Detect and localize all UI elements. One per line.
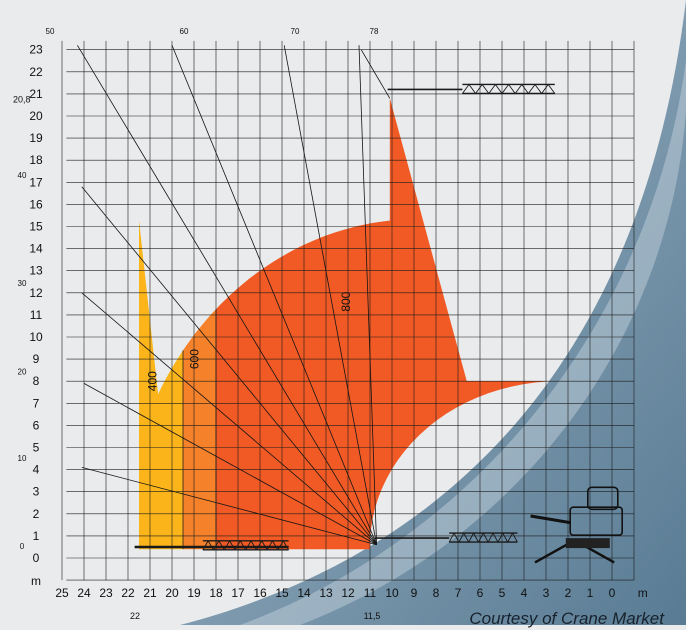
x-tick-label: 22 — [121, 586, 135, 600]
y-unit-label: m — [31, 574, 41, 588]
background-wave — [180, 0, 686, 625]
y-tick-label: 12 — [29, 286, 43, 300]
crane-base — [565, 538, 610, 549]
y-tick-label: 19 — [29, 131, 43, 145]
x-tick-label: 3 — [543, 586, 550, 600]
background-wave-light — [240, 60, 686, 625]
x-tick-label: 14 — [297, 586, 311, 600]
angle-label: 70 — [291, 27, 300, 36]
boom-angle-line — [171, 45, 377, 545]
crane-arm — [530, 514, 571, 525]
crane-cab-window — [586, 486, 619, 511]
x-tick-label: 5 — [499, 586, 506, 600]
boom-angle-line — [81, 292, 377, 546]
x-tick-label: 7 — [455, 586, 462, 600]
x-tick-label: 8 — [433, 586, 440, 600]
boom-truss-top — [462, 83, 556, 95]
y-tick-label: 2 — [33, 507, 40, 521]
angle-label: 20 — [18, 368, 27, 377]
boom-angle-line — [358, 45, 377, 545]
x-tick-label: 16 — [253, 586, 267, 600]
y-tick-label: 15 — [29, 220, 43, 234]
y-tick-label: 11 — [30, 308, 43, 322]
boom-angle-line — [83, 383, 377, 546]
zone-800 — [216, 98, 560, 550]
x-tick-label: 25 — [55, 586, 69, 600]
angle-label: 10 — [18, 454, 27, 463]
x-tick-label: 4 — [521, 586, 528, 600]
x-tick-label: 9 — [411, 586, 418, 600]
x-tick-label: 12 — [341, 586, 355, 600]
y-tick-label: 14 — [29, 242, 43, 256]
boom-angle-line — [77, 45, 377, 545]
max-height-label: 20,8 — [13, 94, 31, 104]
y-tick-label: 9 — [33, 352, 40, 366]
angle-label: 60 — [180, 27, 189, 36]
zone-800-label: 800 — [339, 291, 353, 311]
y-tick-label: 7 — [33, 396, 40, 410]
x-tick-label: 23 — [99, 586, 113, 600]
x-unit-label: m — [638, 586, 648, 600]
x-tick-label: 11 — [364, 586, 377, 600]
x-tick-label: 10 — [385, 586, 399, 600]
angle-label: 40 — [18, 171, 27, 180]
y-tick-label: 16 — [29, 197, 43, 211]
boom-angle-line — [283, 45, 377, 545]
x-tick-label: 2 — [565, 586, 572, 600]
max-radius-label: 22 — [130, 611, 140, 621]
y-tick-label: 4 — [33, 463, 40, 477]
x-tick-label: 18 — [209, 586, 223, 600]
x-tick-label: 15 — [275, 586, 289, 600]
boom-truss-left — [202, 540, 289, 551]
x-tick-label: 6 — [477, 586, 484, 600]
y-tick-label: 13 — [29, 264, 43, 278]
boom-drawings — [134, 83, 556, 551]
y-tick-label: 10 — [29, 330, 43, 344]
boom-angle-line — [360, 49, 391, 99]
y-tick-label: 5 — [33, 441, 40, 455]
x-tick-label: 13 — [319, 586, 333, 600]
boom-angle-lines — [77, 45, 391, 546]
chart-labels: 01234567891011121314151617181920212223m2… — [13, 27, 648, 621]
crane-vehicle-icon — [530, 486, 624, 564]
x-tick-label: 17 — [231, 586, 245, 600]
boom-angle-line — [81, 467, 377, 546]
y-tick-label: 6 — [33, 418, 40, 432]
angle-label: 50 — [46, 27, 55, 36]
y-tick-label: 23 — [29, 43, 43, 57]
angle-label: 78 — [370, 27, 379, 36]
y-tick-label: 21 — [29, 87, 43, 101]
credit-text: Courtesy of Crane Market — [469, 609, 664, 628]
y-tick-label: 0 — [33, 551, 40, 565]
angle-label: 0 — [20, 542, 25, 551]
x-tick-label: 1 — [587, 586, 594, 600]
x-tick-label: 0 — [609, 586, 616, 600]
angle-label: 30 — [18, 279, 27, 288]
zone-600 — [183, 309, 216, 550]
min-radius-label: 11,5 — [364, 611, 381, 621]
x-tick-label: 24 — [77, 586, 91, 600]
boom-truss-right — [448, 532, 518, 543]
chart-grid — [61, 40, 635, 581]
x-tick-label: 20 — [165, 586, 179, 600]
y-tick-label: 18 — [29, 153, 43, 167]
y-tick-label: 20 — [29, 109, 43, 123]
boom-angle-line — [81, 186, 377, 545]
y-tick-label: 1 — [33, 529, 40, 543]
y-tick-label: 8 — [33, 374, 40, 388]
y-tick-label: 22 — [29, 65, 43, 79]
x-tick-label: 21 — [143, 586, 157, 600]
y-tick-label: 3 — [33, 485, 40, 499]
y-tick-label: 17 — [29, 175, 43, 189]
x-tick-label: 19 — [187, 586, 201, 600]
